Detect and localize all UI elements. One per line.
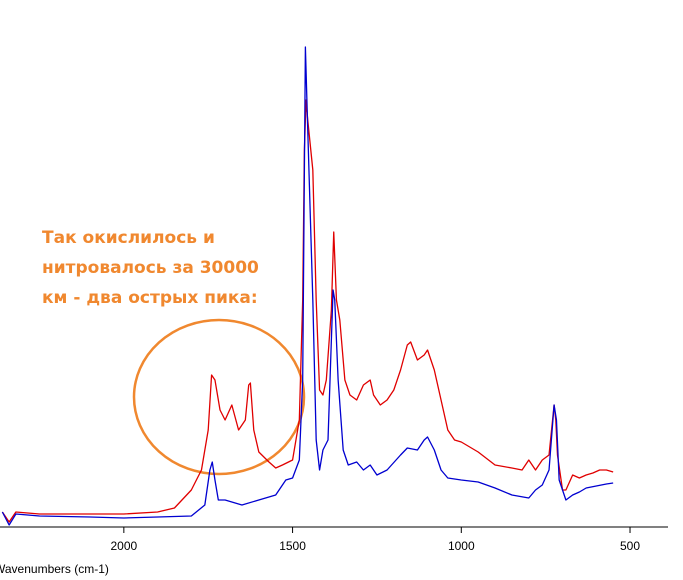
x-tick-label: 2000	[110, 539, 137, 553]
plot-area	[1, 46, 614, 526]
x-axis-label: Wavenumbers (cm-1)	[0, 562, 109, 576]
spectrum-line	[1, 99, 614, 523]
spectrum-line	[1, 46, 614, 526]
highlight-circle	[132, 318, 306, 476]
annotation: нитровалось за 30000	[42, 258, 259, 278]
x-tick-label: 1500	[279, 539, 306, 553]
annotation: Так окислилось и	[42, 228, 215, 248]
annotation: км - два острых пика:	[42, 288, 258, 308]
x-tick-label: 1000	[448, 539, 475, 553]
x-tick-label: 500	[620, 539, 640, 553]
